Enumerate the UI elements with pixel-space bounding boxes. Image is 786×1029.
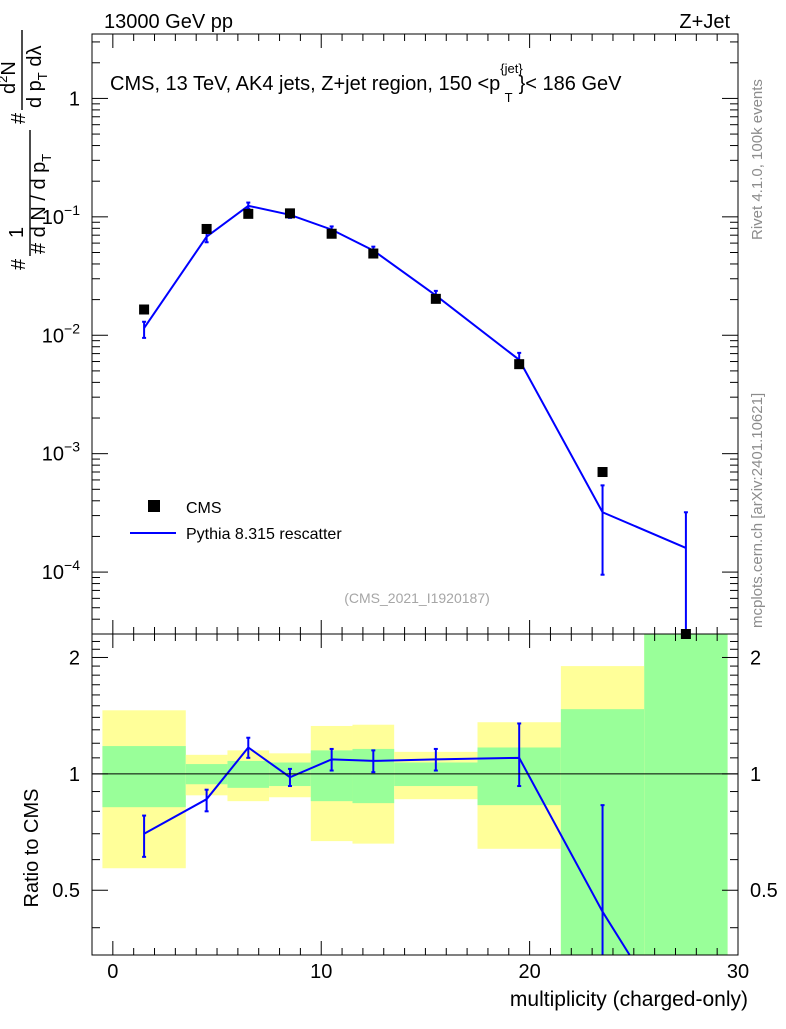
axes: 0 10 20 30 1 10−1 10−2 10−3 10−4 0.5 0.5 1 1 2 2 xyxy=(42,33,778,983)
svg-text:#: # xyxy=(8,258,30,270)
data-point xyxy=(514,359,525,370)
ratio-frame xyxy=(91,633,739,956)
legend-cms-label: CMS xyxy=(186,500,222,517)
y-tick-label: 1 xyxy=(69,88,80,110)
mc-curve-main xyxy=(142,201,688,635)
data-point xyxy=(284,208,295,219)
svg-text:d2N: d2N xyxy=(0,61,20,94)
data-point xyxy=(430,293,441,304)
legend: CMS Pythia 8.315 rescatter xyxy=(130,500,342,543)
x-tick-label: 10 xyxy=(310,961,332,983)
ratio-y-tick-label-right: 2 xyxy=(750,647,761,669)
ratio-y-tick-label: 1 xyxy=(69,764,80,786)
header-process: Z+Jet xyxy=(679,11,730,33)
data-markers-main xyxy=(139,208,691,639)
ratio-y-tick-label-right: 0.5 xyxy=(750,880,778,902)
data-point xyxy=(597,467,608,478)
mc-line xyxy=(143,204,687,549)
header-energy: 13000 GeV pp xyxy=(104,11,233,33)
data-point xyxy=(243,208,254,219)
x-tick-label: 30 xyxy=(727,961,749,983)
ratio-mc-line xyxy=(143,746,631,956)
data-point xyxy=(326,228,337,239)
data-point xyxy=(368,248,379,259)
y-axis-label-top: # 1 # d N / d pT # d2N d pT dλ xyxy=(0,30,54,270)
mc-curve-ratio xyxy=(142,722,631,956)
svg-text:#: # xyxy=(8,112,30,124)
y-tick-label: 10−3 xyxy=(42,439,80,466)
x-tick-label: 0 xyxy=(107,961,118,983)
ratio-y-tick-label-right: 1 xyxy=(750,764,761,786)
data-point xyxy=(139,304,150,315)
x-axis-label: multiplicity (charged-only) xyxy=(510,988,748,1011)
main-frame xyxy=(91,33,739,635)
legend-mc-label: Pythia 8.315 rescatter xyxy=(186,526,342,543)
analysis-reference: (CMS_2021_I1920187) xyxy=(344,590,490,606)
y-tick-label: 10−2 xyxy=(42,320,80,347)
y-tick-label: 10−4 xyxy=(42,557,80,584)
ratio-y-axis-label: Ratio to CMS xyxy=(21,789,43,908)
ratio-y-tick-label: 2 xyxy=(69,647,80,669)
svg-text:d pT dλ: d pT dλ xyxy=(24,46,50,108)
y-tick-label: 10−1 xyxy=(42,202,80,229)
svg-text:1: 1 xyxy=(6,227,28,238)
data-point xyxy=(201,223,212,234)
ratio-band-green xyxy=(644,634,728,955)
legend-cms-marker xyxy=(148,500,160,512)
svg-text:# d N / d pT: # d N / d pT xyxy=(28,154,54,254)
plot-title: CMS, 13 TeV, AK4 jets, Z+jet region, 150… xyxy=(110,61,622,105)
x-tick-label: 20 xyxy=(518,961,540,983)
ratio-y-tick-label: 0.5 xyxy=(52,880,80,902)
ratio-uncertainty-bands xyxy=(102,634,728,955)
ratio-band-green xyxy=(102,746,186,808)
rivet-version: Rivet 4.1.0, 100k events xyxy=(749,79,766,240)
mcplots-ref: mcplots.cern.ch [arXiv:2401.10621] xyxy=(749,393,766,628)
